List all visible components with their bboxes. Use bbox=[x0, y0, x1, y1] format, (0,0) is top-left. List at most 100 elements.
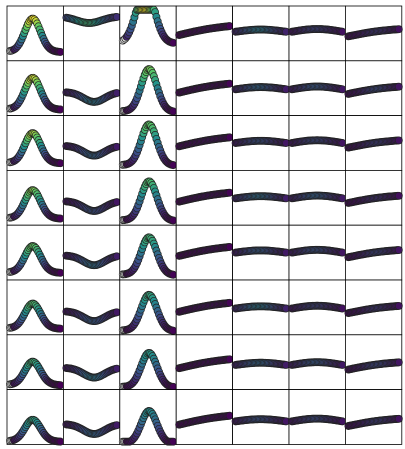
subplot-r3-c3 bbox=[118, 115, 178, 171]
subplot-r8-c5 bbox=[231, 389, 290, 445]
subplot-r5-c5 bbox=[231, 224, 290, 281]
subplot-r7-c7 bbox=[344, 334, 403, 390]
data-point bbox=[394, 25, 403, 34]
subplot-r1-c5 bbox=[231, 5, 290, 62]
data-point bbox=[112, 421, 121, 430]
data-point bbox=[169, 270, 178, 279]
subplot-r5-c7 bbox=[344, 224, 403, 281]
data-point bbox=[169, 326, 178, 335]
subplot-r3-c5 bbox=[231, 115, 290, 171]
subplot-r2-c3 bbox=[118, 60, 178, 116]
subplot-r8-c3 bbox=[118, 389, 178, 446]
data-point bbox=[394, 136, 403, 145]
data-point bbox=[225, 79, 234, 88]
subplot-r7-c1 bbox=[6, 334, 65, 390]
subplot-frame bbox=[63, 279, 121, 336]
data-point bbox=[112, 364, 121, 373]
subplot-r4-c6 bbox=[288, 169, 347, 226]
subplot-r2-c2 bbox=[62, 60, 121, 116]
subplot-r6-c5 bbox=[231, 279, 290, 336]
data-point bbox=[225, 188, 234, 197]
data-point bbox=[169, 161, 178, 170]
subplot-frame bbox=[63, 60, 121, 116]
subplot-r4-c2 bbox=[62, 169, 121, 226]
subplot-frame bbox=[63, 389, 121, 445]
subplot-r2-c4 bbox=[175, 60, 234, 116]
subplot-r7-c6 bbox=[288, 334, 347, 390]
subplot-r8-c2 bbox=[62, 389, 121, 445]
data-point bbox=[169, 107, 178, 116]
subplot-r5-c6 bbox=[288, 224, 347, 281]
data-point bbox=[225, 411, 234, 420]
subplot-r2-c7 bbox=[344, 60, 403, 116]
subplot-r2-c6 bbox=[288, 60, 347, 116]
data-point bbox=[112, 13, 121, 21]
subplot-r4-c3 bbox=[118, 169, 178, 226]
subplot-r4-c7 bbox=[344, 169, 403, 226]
subplot-r8-c1 bbox=[6, 389, 65, 446]
data-point bbox=[56, 159, 65, 168]
subplot-r4-c1 bbox=[6, 169, 65, 226]
data-point bbox=[56, 48, 65, 56]
data-point bbox=[394, 191, 403, 200]
data-point bbox=[338, 27, 347, 36]
subplot-r6-c7 bbox=[344, 279, 403, 336]
subplot-r1-c1 bbox=[6, 5, 65, 62]
subplot-r6-c6 bbox=[288, 279, 347, 336]
subplot-frame bbox=[63, 169, 121, 226]
subplot-r2-c1 bbox=[6, 60, 65, 116]
data-point bbox=[394, 414, 403, 423]
data-point bbox=[56, 381, 65, 390]
subplot-r1-c3 bbox=[118, 5, 178, 62]
subplot-r8-c6 bbox=[288, 389, 347, 445]
subplot-r1-c2 bbox=[62, 5, 121, 62]
data-point bbox=[338, 194, 347, 203]
data-point bbox=[225, 22, 234, 31]
data-point bbox=[56, 324, 65, 333]
subplot-r5-c3 bbox=[118, 224, 178, 281]
data-point bbox=[112, 252, 121, 261]
data-point bbox=[56, 214, 65, 223]
subplot-frame bbox=[63, 224, 121, 281]
data-point bbox=[394, 246, 403, 254]
subplot-r7-c5 bbox=[231, 334, 290, 390]
subplot-r5-c1 bbox=[6, 224, 65, 281]
data-point bbox=[56, 105, 65, 114]
subplot-r6-c4 bbox=[175, 279, 234, 336]
data-point bbox=[112, 89, 121, 98]
subplot-r1-c4 bbox=[175, 5, 234, 62]
data-point bbox=[225, 355, 234, 364]
subplot-frame bbox=[63, 334, 121, 390]
subplot-r7-c3 bbox=[118, 334, 178, 391]
data-point bbox=[112, 198, 121, 207]
subplot-r8-c7 bbox=[344, 389, 403, 445]
subplot-r8-c4 bbox=[175, 389, 234, 445]
data-point bbox=[338, 304, 347, 313]
data-point bbox=[338, 139, 347, 147]
subplot-r4-c5 bbox=[231, 169, 290, 226]
data-point bbox=[225, 133, 234, 142]
subplot-r1-c6 bbox=[288, 5, 347, 62]
data-point bbox=[56, 437, 65, 446]
data-point bbox=[338, 417, 347, 426]
data-point bbox=[169, 216, 178, 225]
data-point bbox=[225, 243, 234, 251]
subplot-r3-c6 bbox=[288, 115, 347, 171]
subplot-r6-c1 bbox=[6, 279, 65, 336]
data-point bbox=[394, 301, 403, 310]
subplot-r7-c4 bbox=[175, 334, 234, 390]
data-point bbox=[394, 82, 403, 91]
data-point bbox=[338, 360, 347, 369]
data-point bbox=[112, 308, 121, 317]
subplot-r5-c2 bbox=[62, 224, 121, 281]
data-point bbox=[169, 38, 178, 47]
subplot-r6-c3 bbox=[118, 279, 178, 336]
data-point bbox=[338, 85, 347, 94]
subplot-r1-c7 bbox=[344, 5, 403, 62]
subplot-r5-c4 bbox=[175, 224, 234, 281]
data-point bbox=[394, 358, 403, 367]
subplot-r3-c2 bbox=[62, 115, 121, 171]
data-point bbox=[169, 437, 178, 446]
